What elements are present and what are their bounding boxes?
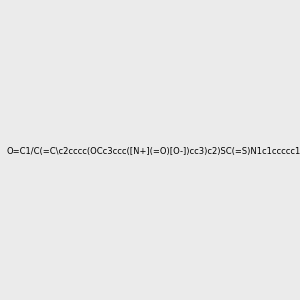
- Text: O=C1/C(=C\c2cccc(OCc3ccc([N+](=O)[O-])cc3)c2)SC(=S)N1c1ccccc1: O=C1/C(=C\c2cccc(OCc3ccc([N+](=O)[O-])cc…: [7, 147, 300, 156]
